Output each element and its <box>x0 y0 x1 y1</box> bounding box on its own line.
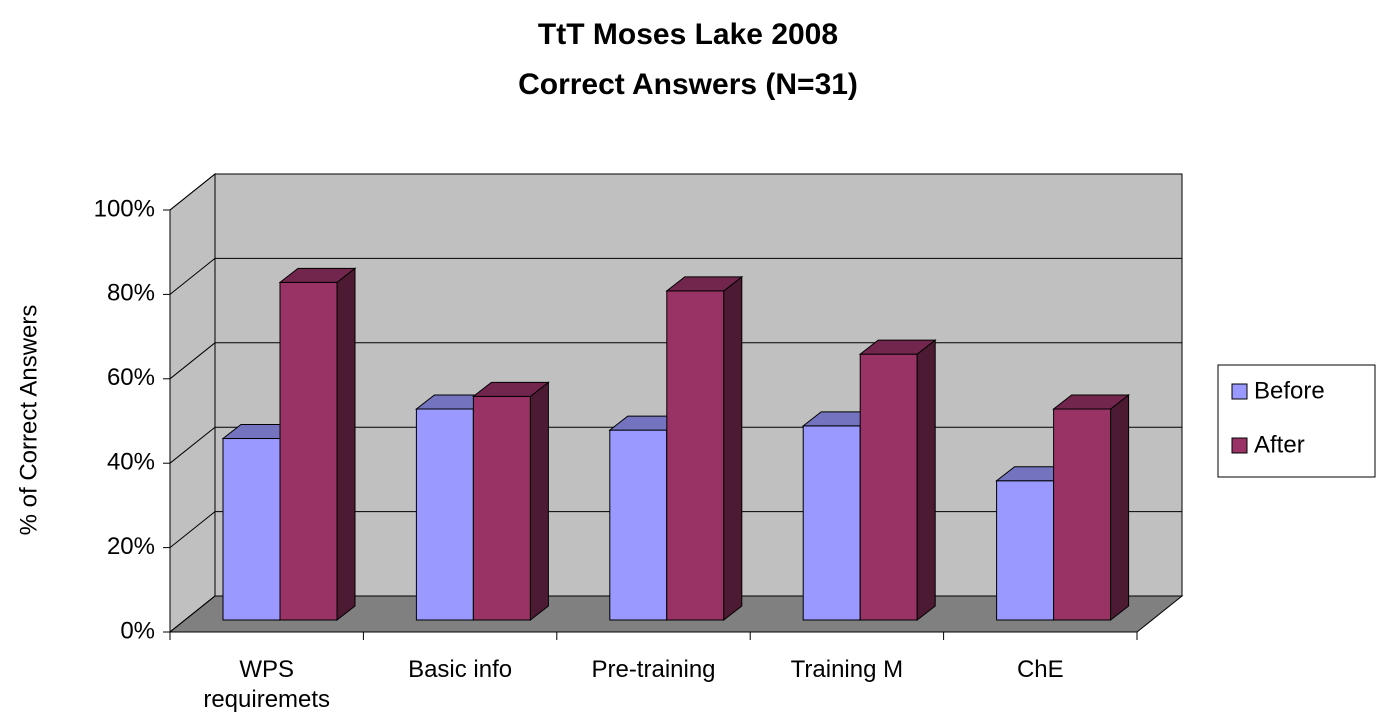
bar <box>859 353 918 621</box>
bar-side <box>336 267 356 622</box>
bar-side <box>916 339 936 622</box>
bar-top <box>665 276 744 292</box>
bar <box>802 425 861 621</box>
bar-top <box>471 381 550 397</box>
y-tick-label: 40% <box>107 449 155 476</box>
bar-top <box>1052 394 1131 410</box>
bar-side <box>529 381 549 622</box>
x-tick-label: Basic info <box>408 656 513 683</box>
bar-side <box>1110 393 1130 622</box>
bar <box>279 281 338 621</box>
legend-label: After <box>1254 431 1305 458</box>
y-tick-label: 20% <box>107 533 155 560</box>
chart-title: TtT Moses Lake 2008 <box>538 18 838 51</box>
x-tick-label: Training M <box>790 656 904 683</box>
grid-line <box>169 257 1182 295</box>
bar <box>472 395 531 621</box>
x-tick-label: ChE <box>1016 656 1064 683</box>
legend-swatch <box>1231 383 1248 400</box>
side-wall <box>169 172 216 634</box>
bar-side <box>723 275 743 622</box>
bar <box>1053 408 1112 621</box>
bar <box>609 429 668 621</box>
y-tick-label: 100% <box>94 195 155 222</box>
x-tick-label: WPS requiremets <box>203 656 331 713</box>
y-axis-label: % of Correct Answers <box>15 305 42 536</box>
x-tick-label: Pre-training <box>591 656 716 683</box>
bar <box>222 438 281 621</box>
grid-line <box>169 173 1182 211</box>
bar-top <box>858 339 937 355</box>
bar <box>666 290 725 621</box>
y-tick-label: 80% <box>107 280 155 307</box>
bar-top <box>278 267 357 283</box>
bar <box>996 480 1055 621</box>
legend-swatch <box>1231 437 1248 454</box>
legend-label: Before <box>1254 377 1325 404</box>
bar <box>415 408 474 621</box>
y-tick-label: 0% <box>120 617 155 644</box>
y-tick-label: 60% <box>107 364 155 391</box>
grid-line <box>169 342 1182 380</box>
chart-title: Correct Answers (N=31) <box>518 68 858 101</box>
